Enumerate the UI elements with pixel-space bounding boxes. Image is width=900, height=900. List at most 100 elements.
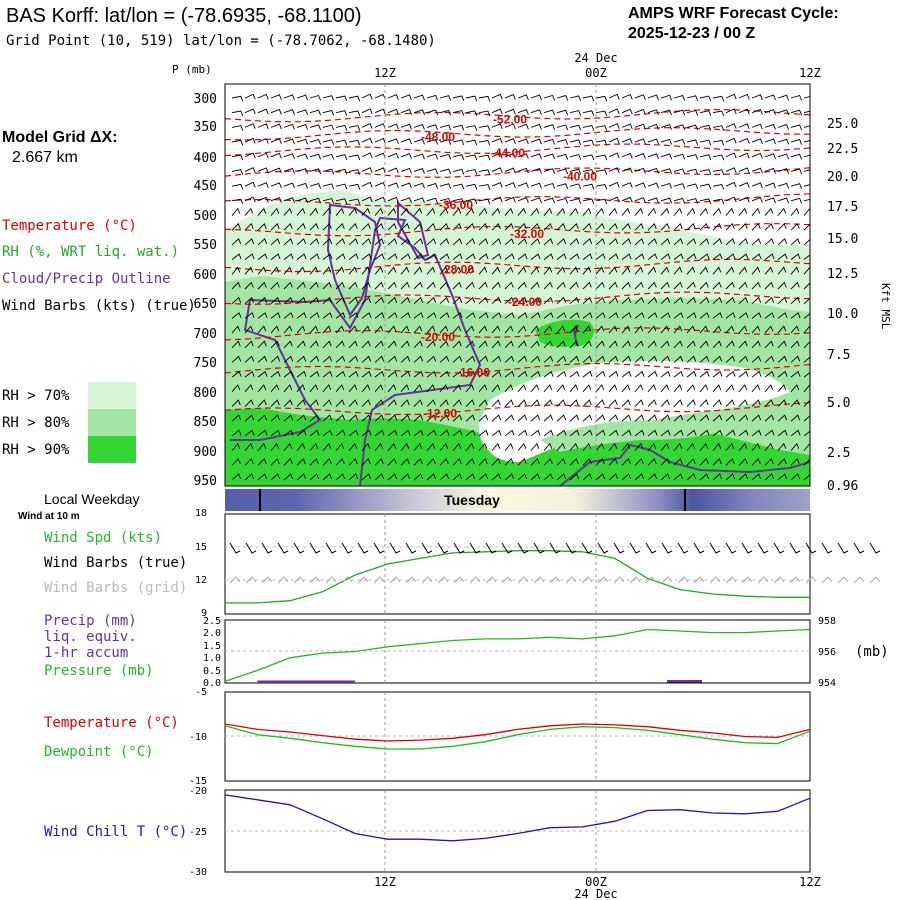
wind-barb — [660, 399, 670, 407]
wind-barb — [361, 207, 371, 216]
wind-barb — [348, 355, 359, 363]
wind-barb — [283, 312, 294, 319]
wind-barb — [309, 109, 322, 116]
grid-barb — [549, 576, 561, 584]
wind-barb — [348, 414, 359, 422]
wind-barb — [335, 296, 346, 305]
wind-barb — [790, 340, 800, 349]
wind-barb — [387, 414, 398, 422]
wind-speed-series — [225, 550, 810, 604]
wind-speed-line — [225, 550, 810, 604]
wind-barb — [244, 108, 256, 115]
wind-barb — [478, 442, 488, 451]
wind-barb — [361, 167, 373, 173]
wind-barb — [751, 182, 763, 189]
wind-barb — [738, 108, 750, 115]
wind-barb — [348, 457, 358, 466]
grid-barb — [629, 576, 641, 584]
wind-barb — [660, 197, 673, 204]
wind-barb — [751, 457, 761, 466]
kft-tick: 10.0 — [827, 307, 858, 322]
wind-barb — [777, 296, 788, 305]
wind-barb — [660, 222, 670, 231]
p-tick: 950 — [194, 474, 217, 489]
wind-barb — [270, 312, 281, 319]
wind-barb — [517, 370, 528, 378]
wind-barb — [790, 384, 800, 393]
wind-barb — [660, 153, 673, 160]
wind-barb — [478, 340, 488, 349]
time-label-bottom-2: 12Z — [799, 875, 821, 889]
wind-barb — [257, 238, 268, 246]
wind-barb — [777, 340, 787, 349]
temperature-contours — [225, 108, 810, 416]
wind-barb — [244, 399, 254, 407]
wind-barb — [803, 223, 810, 231]
grid-barb — [373, 576, 385, 584]
wind-barb — [283, 94, 295, 101]
wind-barb — [725, 93, 737, 100]
wind-barb — [387, 138, 399, 144]
wind-barb — [751, 370, 762, 378]
wind-barb — [296, 153, 309, 160]
wind-barb — [244, 253, 255, 260]
wind-barb — [257, 108, 269, 115]
wind-barb — [582, 442, 592, 451]
surface-barb — [645, 542, 657, 554]
wind-barb — [543, 340, 553, 349]
wind-barb — [296, 124, 309, 130]
wind-barb — [413, 370, 424, 378]
surface-barb — [389, 542, 401, 554]
wind-barb — [582, 399, 592, 407]
wind-barb — [751, 167, 763, 174]
wind-barb — [556, 340, 566, 349]
wind-barb — [439, 153, 452, 160]
p-tick: 350 — [194, 120, 217, 135]
wind-barb — [790, 253, 801, 260]
wind-barb — [699, 370, 710, 378]
wind-barb — [764, 340, 774, 349]
wind-barb — [517, 414, 528, 422]
wind-barb — [426, 296, 437, 305]
wind-barb — [764, 167, 776, 174]
temperature-line — [224, 723, 811, 742]
wind-barb — [556, 124, 569, 131]
wind-barb — [738, 355, 749, 363]
wind-barb — [283, 266, 293, 275]
wind-barb — [790, 312, 801, 319]
pressure-ticks-right: 958 956 954 — [818, 616, 836, 689]
wind-barb — [322, 238, 333, 246]
wind-barb — [543, 370, 554, 378]
wind-barb — [465, 110, 478, 117]
wind-barb — [439, 124, 452, 131]
wind-barb — [777, 384, 787, 393]
wind-barb — [452, 355, 463, 363]
wind-barb — [231, 473, 242, 481]
wind-barb — [504, 370, 515, 378]
wind-barb — [231, 312, 242, 319]
wind-barb — [712, 399, 722, 407]
pressure-unit-label: (mb) — [855, 644, 889, 660]
wind-barb — [712, 198, 725, 205]
wind-barb — [686, 312, 697, 319]
wind-barb — [738, 429, 749, 437]
wind-barb — [803, 140, 810, 143]
wind-barb — [504, 473, 515, 481]
wind-barb — [530, 207, 540, 216]
wind-barb — [751, 399, 761, 407]
wind-barb — [465, 281, 475, 290]
wind-barb — [660, 384, 670, 393]
wind-barb — [647, 442, 657, 451]
wind-barb — [595, 473, 606, 481]
wind-barb — [556, 281, 566, 290]
wind-barb — [764, 281, 774, 290]
wind-barb — [621, 296, 632, 305]
wind-barb — [374, 370, 385, 378]
wind-barb — [270, 384, 280, 393]
wind-barb — [712, 370, 723, 378]
wind-barb — [387, 296, 398, 305]
wind-barb — [634, 153, 646, 159]
wind-barb — [296, 414, 307, 422]
wind-barb — [738, 281, 748, 290]
wind-barb — [257, 123, 269, 130]
